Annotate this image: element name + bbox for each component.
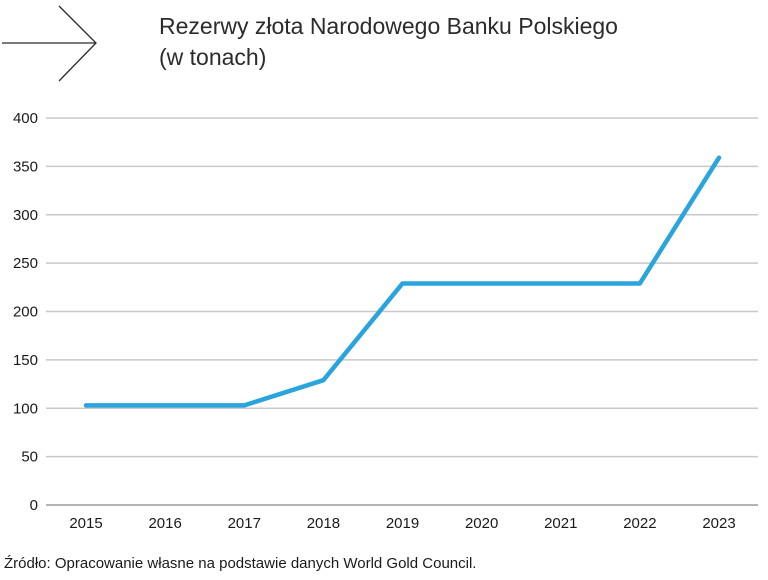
- x-tick-label: 2020: [465, 515, 498, 532]
- arrow-right-icon: [2, 5, 97, 82]
- y-tick-label: 400: [13, 110, 38, 127]
- x-tick-label: 2018: [307, 515, 340, 532]
- y-tick-label: 50: [21, 449, 38, 466]
- x-tick-label: 2023: [702, 515, 735, 532]
- y-tick-label: 100: [13, 400, 38, 417]
- x-tick-label: 2022: [623, 515, 656, 532]
- y-tick-label: 0: [30, 497, 38, 514]
- y-tick-label: 300: [13, 207, 38, 224]
- chart-title-line-1: Rezerwy złota Narodowego Banku Polskiego: [159, 13, 618, 39]
- chart-title-line-2: (w tonach): [159, 44, 267, 70]
- y-tick-label: 150: [13, 352, 38, 369]
- y-tick-label: 200: [13, 304, 38, 321]
- x-tick-label: 2015: [69, 515, 102, 532]
- y-tick-label: 250: [13, 255, 38, 272]
- series-line: [83, 155, 722, 408]
- x-axis-ticks: 2015 2016 2017 2018 2019 2020 2021 2022 2023: [69, 515, 735, 532]
- x-tick-label: 2019: [386, 515, 419, 532]
- x-tick-label: 2016: [148, 515, 181, 532]
- chart-title: Rezerwy złota Narodowego Banku Polskiego…: [159, 11, 618, 73]
- y-tick-label: 350: [13, 158, 38, 175]
- y-axis-ticks: 0 50 100 150 200 250 300 350 400: [13, 110, 38, 514]
- source-note: Źródło: Opracowanie własne na podstawie …: [4, 555, 477, 572]
- x-tick-label: 2017: [228, 515, 261, 532]
- series-group: [83, 155, 722, 408]
- grid-lines: [46, 117, 758, 506]
- x-tick-label: 2021: [544, 515, 577, 532]
